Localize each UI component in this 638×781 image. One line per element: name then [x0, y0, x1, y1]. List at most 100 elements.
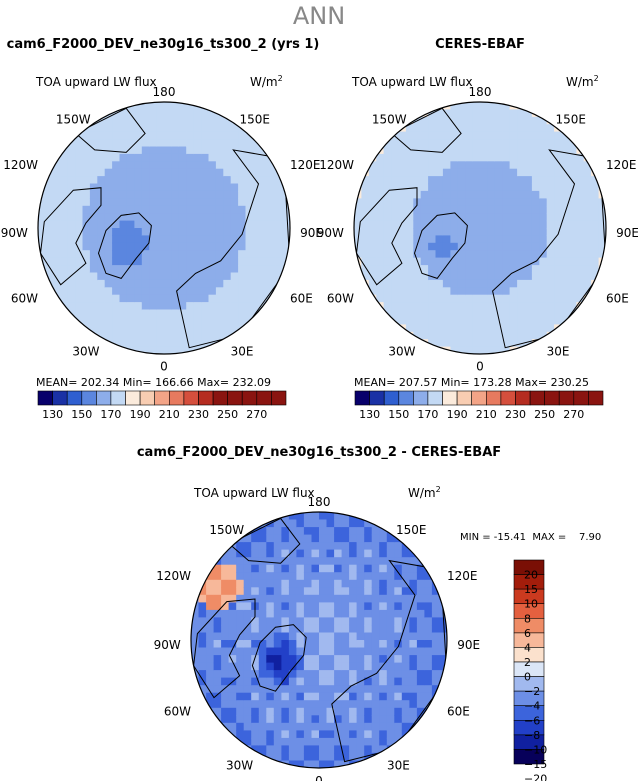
field-cell: [442, 183, 451, 192]
field-cell: [576, 257, 585, 266]
field-cell: [164, 168, 172, 177]
field-cell: [45, 220, 54, 229]
field-cell: [465, 205, 474, 214]
field-cell: [509, 139, 518, 148]
field-cell: [391, 228, 400, 236]
field-cell: [568, 302, 577, 311]
field-cell: [568, 235, 577, 244]
field-cell: [223, 220, 232, 229]
field-cell: [201, 198, 210, 207]
field-cell: [349, 587, 358, 596]
field-cell: [457, 190, 466, 199]
field-cell: [288, 752, 297, 761]
field-cell: [334, 655, 343, 664]
field-cell: [413, 168, 422, 177]
field-cell: [238, 205, 247, 214]
field-cell: [561, 257, 570, 266]
field-cell: [386, 730, 395, 739]
field-cell: [82, 168, 91, 177]
field-cell: [223, 176, 232, 185]
field-cell: [223, 250, 232, 259]
field-cell: [568, 272, 577, 281]
field-cell: [228, 655, 237, 664]
field-cell: [311, 564, 320, 573]
field-cell: [413, 294, 422, 303]
colorbar-swatch: [139, 390, 156, 406]
field-cell: [89, 198, 98, 207]
field-cell: [112, 265, 121, 274]
field-cell: [258, 745, 267, 754]
field-cell: [296, 587, 305, 596]
field-cell: [531, 309, 540, 318]
field-cell: [228, 587, 237, 596]
colorbar-swatch: [66, 390, 83, 406]
field-cell: [258, 662, 267, 671]
field-cell: [420, 235, 429, 244]
field-cell: [119, 131, 128, 140]
field-cell: [376, 183, 385, 192]
field-cell: [149, 168, 158, 177]
field-cell: [405, 205, 414, 214]
field-cell: [502, 242, 511, 251]
field-cell: [502, 205, 511, 214]
field-cell: [334, 549, 343, 558]
field-cell: [296, 700, 305, 709]
field-cell: [238, 302, 247, 311]
field-cell: [201, 190, 210, 199]
field-cell: [394, 707, 403, 716]
field-cell: [326, 662, 335, 671]
field-cell: [245, 242, 254, 251]
field-cell: [171, 183, 180, 192]
field-cell: [334, 617, 343, 626]
field-cell: [457, 294, 466, 303]
field-cell: [45, 183, 54, 192]
field-cell: [171, 294, 180, 303]
field-cell: [517, 161, 526, 170]
field-cell: [409, 587, 418, 596]
field-cell: [398, 190, 407, 199]
field-cell: [236, 670, 245, 679]
colorbar-swatch: [471, 390, 487, 406]
field-cell: [60, 220, 69, 229]
field-cell: [228, 700, 237, 709]
field-cell: [457, 153, 466, 162]
field-cell: [288, 617, 297, 626]
field-cell: [457, 205, 466, 214]
field-cell: [576, 294, 585, 303]
field-cell: [223, 272, 232, 281]
field-cell: [428, 168, 437, 177]
field-cell: [319, 632, 328, 641]
field-cell: [356, 564, 365, 573]
field-cell: [275, 205, 284, 214]
field-cell: [282, 279, 290, 288]
field-cell: [546, 228, 555, 236]
field-cell: [568, 205, 577, 214]
field-cell: [326, 602, 335, 611]
field-cell: [371, 707, 380, 716]
field-cell: [319, 730, 328, 739]
field-cell: [554, 294, 563, 303]
field-cell: [435, 302, 444, 311]
field-cell: [201, 131, 210, 140]
field-cell: [178, 205, 187, 214]
field-cell: [554, 272, 563, 281]
field-cell: [341, 760, 350, 768]
field-cell: [75, 139, 84, 148]
field-cell: [60, 183, 69, 192]
field-cell: [319, 647, 328, 656]
field-cell: [401, 640, 410, 649]
field-cell: [206, 715, 215, 724]
field-cell: [164, 339, 172, 348]
field-cell: [319, 677, 328, 686]
field-cell: [243, 670, 252, 679]
field-cell: [75, 228, 84, 236]
field-cell: [379, 745, 388, 754]
field-cell: [141, 279, 150, 288]
field-cell: [215, 302, 224, 311]
field-cell: [206, 670, 215, 679]
field-cell: [221, 670, 230, 679]
field-cell: [420, 116, 429, 125]
field-cell: [245, 250, 254, 259]
field-cell: [208, 146, 217, 155]
